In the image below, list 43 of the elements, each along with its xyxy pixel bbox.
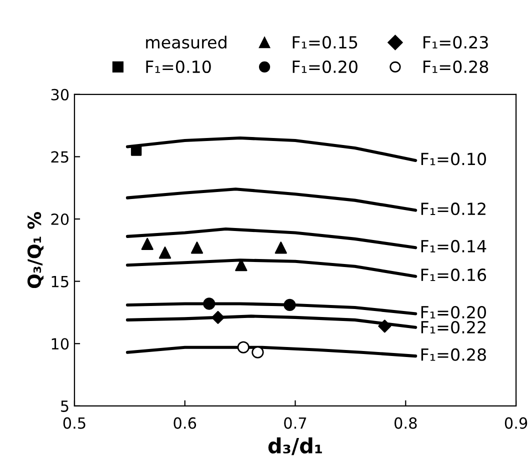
y-tick-label: 15	[52, 276, 68, 288]
legend-label: F₁=0.23	[424, 36, 488, 49]
line-series	[126, 258, 418, 278]
x-tick-label: 0.7	[284, 417, 306, 429]
legend-title: measured	[146, 36, 226, 49]
line-series	[126, 188, 418, 212]
y-axis-title: Q₃/Q₁ %	[27, 212, 44, 288]
point	[252, 346, 264, 358]
y-tick-label: 20	[51, 213, 69, 226]
annotation: F₁=0.10	[421, 152, 486, 166]
legend-label: F₁=0.20	[292, 60, 358, 74]
annotation: F₁=0.20	[421, 306, 486, 319]
annotation: F₁=0.22	[421, 320, 486, 334]
x-tick-label: 0.9	[504, 417, 528, 429]
point	[237, 341, 250, 354]
point	[130, 145, 142, 156]
x-axis-title: d₃/d₁	[268, 437, 322, 456]
y-tick-label: 10	[52, 338, 69, 350]
y-tick-label: 30	[51, 88, 69, 100]
annotation: F₁=0.14	[421, 240, 486, 253]
line-series	[126, 314, 418, 329]
annotation: F₁=0.12	[421, 202, 486, 216]
x-tick-label: 0.6	[174, 417, 196, 429]
point	[141, 238, 154, 250]
line-series	[126, 346, 418, 358]
x-tick-label: 0.8	[394, 417, 417, 429]
legend-label: F₁=0.28	[424, 60, 488, 74]
line-series	[126, 136, 418, 162]
point	[203, 298, 216, 310]
point	[158, 246, 172, 259]
annotation: F₁=0.16	[421, 268, 486, 282]
point	[211, 310, 224, 324]
y-tick-label: 25	[51, 151, 68, 163]
point	[190, 242, 204, 254]
point	[378, 320, 392, 333]
annotation: F₁=0.28	[421, 348, 486, 361]
x-tick-label: 0.5	[63, 417, 86, 429]
legend-label: F₁=0.15	[292, 36, 358, 49]
line-series	[126, 227, 418, 250]
y-tick-label: 5	[61, 400, 68, 412]
point	[274, 242, 287, 254]
legend-label: F₁=0.10	[146, 60, 211, 74]
point	[284, 298, 296, 312]
